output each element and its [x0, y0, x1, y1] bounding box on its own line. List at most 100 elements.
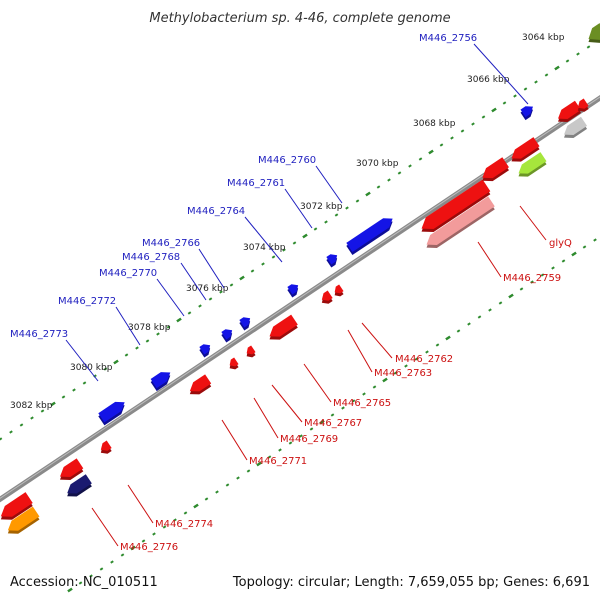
kbp-tick	[236, 476, 240, 480]
kbp-tick	[313, 227, 318, 231]
gene-box-face	[287, 284, 299, 295]
leader-line	[473, 43, 529, 105]
gene-box[interactable]	[60, 458, 84, 480]
gene-box-face	[67, 474, 92, 494]
kbp-tick	[355, 199, 360, 203]
gene-box[interactable]	[558, 100, 582, 122]
kbp-tick	[113, 359, 119, 365]
gene-box[interactable]	[346, 218, 393, 255]
leader-line	[361, 322, 393, 359]
gene-label-m446_2766[interactable]: M446_2766	[142, 238, 225, 289]
gene-label-m446_2762[interactable]: M446_2762	[361, 322, 453, 365]
kbp-tick	[445, 335, 451, 341]
gene-label-m446_2768[interactable]: M446_2768	[122, 252, 207, 301]
gene-name: M446_2776	[120, 542, 178, 553]
gene-label-m446_2769[interactable]: M446_2769	[253, 397, 338, 445]
gene-box[interactable]	[150, 372, 171, 392]
gene-label-glyq[interactable]: glyQ	[519, 205, 572, 249]
kbp-tick	[183, 511, 188, 515]
gene-box-face	[246, 345, 256, 355]
gene-box[interactable]	[321, 290, 333, 304]
kbp-tick	[324, 220, 328, 224]
gene-name: M446_2763	[374, 368, 432, 379]
kbp-tick	[72, 388, 76, 392]
kbp-tick	[376, 185, 381, 189]
kbp-tick	[471, 122, 475, 126]
kbp-tick	[225, 483, 230, 487]
gene-label-m446_2763[interactable]: M446_2763	[347, 329, 432, 379]
gene-box[interactable]	[189, 374, 212, 395]
gene-box[interactable]	[0, 492, 33, 520]
leader-line	[221, 419, 248, 461]
gene-label-m446_2767[interactable]: M446_2767	[271, 384, 362, 429]
gene-label-m446_2764[interactable]: M446_2764	[187, 206, 283, 263]
gene-label-m446_2761[interactable]: M446_2761	[227, 178, 313, 229]
gene-box[interactable]	[199, 344, 211, 358]
kbp-tick	[162, 525, 167, 529]
leader-line	[115, 306, 141, 346]
gene-box[interactable]	[520, 106, 533, 121]
gene-label-m446_2760[interactable]: M446_2760	[258, 155, 343, 204]
kbp-tick	[250, 269, 255, 273]
gene-box-face	[199, 344, 211, 355]
gene-box-face	[150, 372, 171, 389]
kbp-tick	[414, 357, 419, 361]
map-title: Methylobacterium sp. 4-46, complete geno…	[149, 11, 450, 26]
gene-label-m446_2772[interactable]: M446_2772	[58, 296, 141, 346]
gene-box[interactable]	[326, 254, 338, 268]
kbp-tick	[120, 553, 125, 557]
gene-box[interactable]	[588, 23, 600, 43]
gene-box[interactable]	[7, 506, 40, 534]
kbp-tick	[229, 283, 234, 287]
kbp-tick	[173, 518, 177, 522]
gene-box[interactable]	[246, 345, 256, 358]
kbp-label: 3074 kbp	[243, 243, 286, 253]
gene-box[interactable]	[511, 137, 540, 162]
leader-line	[477, 241, 502, 278]
gene-box[interactable]	[564, 116, 588, 138]
genome-summary-text: Topology: circular; Length: 7,659,055 bp…	[232, 575, 590, 590]
gene-box[interactable]	[239, 317, 251, 331]
gene-box[interactable]	[67, 474, 92, 497]
kbp-tick	[593, 238, 597, 242]
kbp-tick	[372, 385, 377, 389]
kbp-tick	[418, 157, 423, 161]
gene-box[interactable]	[229, 357, 239, 370]
gene-box[interactable]	[221, 329, 233, 343]
gene-box-face	[221, 329, 233, 340]
gene-box[interactable]	[98, 401, 125, 426]
gene-label-m446_2776[interactable]: M446_2776	[91, 507, 178, 553]
gene-box[interactable]	[269, 314, 298, 340]
gene-box[interactable]	[334, 284, 344, 297]
gene-box-face	[189, 374, 212, 392]
gene-box[interactable]	[421, 179, 491, 233]
gene-box-face	[326, 254, 338, 265]
kbp-tick	[534, 80, 538, 84]
leader-line	[180, 262, 207, 301]
kbp-label: 3080 kbp	[70, 363, 113, 373]
gene-box-face	[511, 137, 540, 159]
kbp-label: 3068 kbp	[413, 119, 456, 129]
gene-label-m446_2759[interactable]: M446_2759	[477, 241, 561, 284]
kbp-tick	[576, 52, 580, 56]
kbp-tick	[439, 143, 444, 147]
gene-box[interactable]	[287, 284, 299, 298]
kbp-tick	[404, 364, 408, 368]
gene-name: M446_2766	[142, 238, 200, 249]
gene-label-m446_2773[interactable]: M446_2773	[10, 329, 99, 382]
gene-label-m446_2765[interactable]: M446_2765	[303, 363, 391, 409]
gene-box-face	[520, 106, 533, 118]
gene-label-m446_2774[interactable]: M446_2774	[127, 484, 213, 530]
kbp-tick	[565, 59, 570, 63]
gene-label-m446_2770[interactable]: M446_2770	[99, 268, 185, 317]
gene-box[interactable]	[518, 152, 547, 177]
gene-box[interactable]	[577, 98, 589, 112]
kbp-tick	[261, 262, 265, 266]
gene-label-m446_2771[interactable]: M446_2771	[221, 419, 307, 467]
gene-box-face	[346, 218, 393, 252]
gene-box[interactable]	[426, 196, 495, 248]
gene-box[interactable]	[100, 440, 112, 454]
gene-box[interactable]	[482, 157, 509, 182]
kbp-label: 3072 kbp	[300, 202, 343, 212]
gene-label-m446_2756[interactable]: M446_2756	[419, 33, 529, 105]
